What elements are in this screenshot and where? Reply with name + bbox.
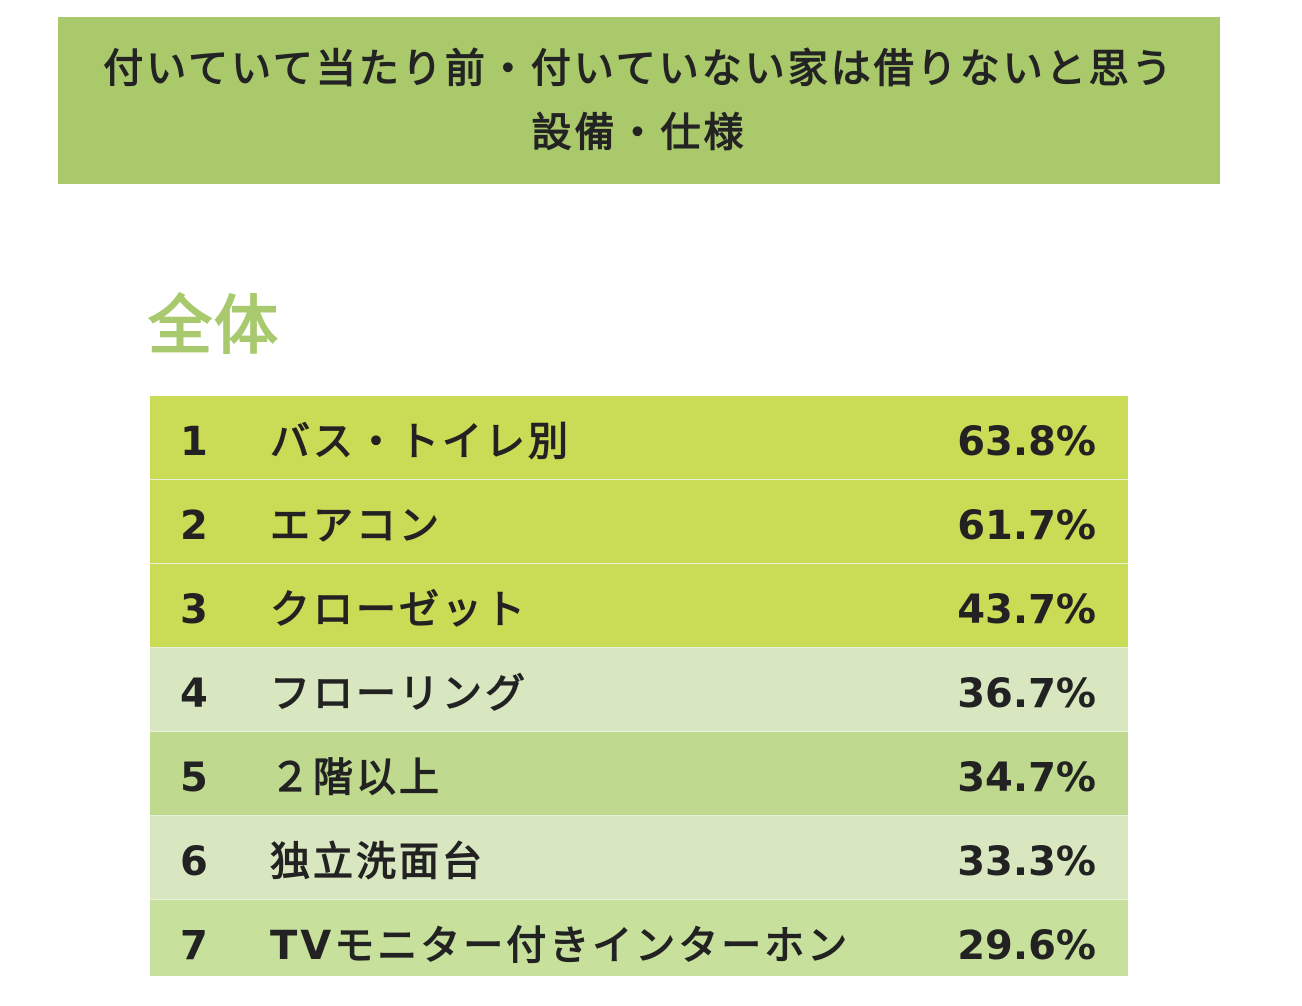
rank-number: 4 [180,671,208,717]
rank-number: 3 [180,587,208,633]
rank-percent-value: 29.6% [957,923,1096,969]
chart-title: 付いていて当たり前・付いていない家は借りないと思う設備・仕様 [103,45,1175,156]
rank-percent-value: 33.3% [957,839,1096,885]
rank-percent-value: 43.7% [957,587,1096,633]
ranking-row: 5 ２階以上 34.7% [150,732,1128,816]
ranking-row: 3 クローゼット 43.7% [150,564,1128,648]
rank-item-label: 独立洗面台 [270,839,485,885]
rank-item-label: クローゼット [270,587,528,633]
rank-percent-value: 63.8% [957,419,1096,465]
section-label: 全体 [148,290,280,364]
rank-number: 1 [180,419,208,465]
ranking-table: 1 バス・トイレ別 63.8% 2 エアコン 61.7% 3 クローゼット 43.7% 4 フローリ… [150,396,1128,976]
rank-number: 5 [180,755,208,801]
rank-item-label: ２階以上 [270,755,442,801]
rank-percent-value: 36.7% [957,671,1096,717]
ranking-row: 2 エアコン 61.7% [150,480,1128,564]
rank-number: 7 [180,923,208,969]
rank-number: 6 [180,839,208,885]
ranking-row: 1 バス・トイレ別 63.8% [150,396,1128,480]
rank-item-label: フローリング [270,671,528,717]
rank-percent-value: 61.7% [957,503,1096,549]
rank-item-label: バス・トイレ別 [270,419,571,465]
rank-number: 2 [180,503,208,549]
ranking-row: 4 フローリング 36.7% [150,648,1128,732]
title-banner: 付いていて当たり前・付いていない家は借りないと思う設備・仕様 [58,17,1220,184]
ranking-row: 7 TVモニター付きインターホン 29.6% [150,900,1128,976]
ranking-row: 6 独立洗面台 33.3% [150,816,1128,900]
rank-percent-value: 34.7% [957,755,1096,801]
rank-item-label: TVモニター付きインターホン [270,923,851,969]
rank-item-label: エアコン [270,503,442,549]
